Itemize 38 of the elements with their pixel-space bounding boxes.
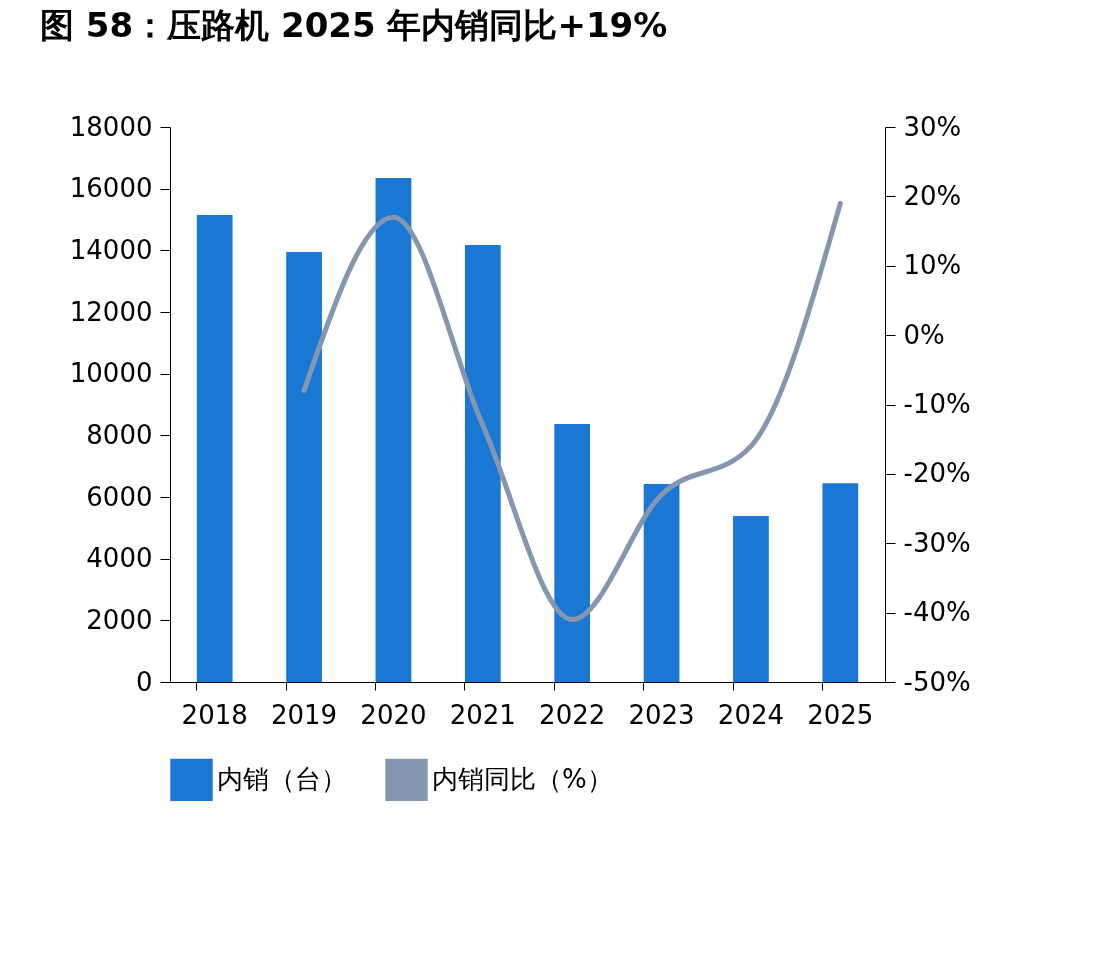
y-tick-label: 12000 <box>69 296 153 327</box>
bar <box>643 484 680 682</box>
x-tick-label: 2021 <box>449 699 516 730</box>
y2-tick-label: 30% <box>903 111 962 142</box>
x-tick-label: 2022 <box>539 699 606 730</box>
y-tick-label: 14000 <box>69 234 153 265</box>
y-tick-label: 18000 <box>69 111 153 142</box>
y2-tick-label: -20% <box>903 458 971 489</box>
x-tick-label: 2020 <box>360 699 427 730</box>
y-tick-label: 0 <box>135 666 153 697</box>
x-tick-label: 2025 <box>807 699 874 730</box>
y2-tick-label: -10% <box>903 389 971 419</box>
y-tick-label: 8000 <box>86 419 153 450</box>
y-tick-label: 6000 <box>86 481 153 512</box>
bar <box>733 516 769 682</box>
x-tick-label: 2019 <box>270 699 338 730</box>
legend-label: 内销（台） <box>217 763 347 794</box>
y-tick-label: 4000 <box>86 543 153 574</box>
y2-tick-label: -30% <box>903 527 971 558</box>
y-tick-label: 10000 <box>69 358 153 389</box>
chart-title: 图 58：压路机 2025 年内销同比+19% <box>40 5 668 45</box>
y2-tick-label: -50% <box>903 666 971 697</box>
bar <box>375 177 412 682</box>
x-tick-label: 2024 <box>717 699 785 730</box>
x-tick-label: 2023 <box>628 699 695 730</box>
y-tick-label: 16000 <box>69 173 153 204</box>
legend-label: 内销同比（%） <box>432 763 613 794</box>
bar <box>464 245 501 682</box>
bar <box>554 423 591 682</box>
x-tick-label: 2018 <box>181 699 248 730</box>
bar <box>196 214 233 682</box>
y2-tick-label: 10% <box>903 250 962 281</box>
y2-tick-label: 0% <box>903 319 945 350</box>
y2-tick-label: -40% <box>903 597 971 628</box>
bar <box>286 251 322 682</box>
y2-tick-label: 20% <box>903 180 962 211</box>
bar <box>822 483 859 682</box>
y-tick-label: 2000 <box>86 604 153 635</box>
